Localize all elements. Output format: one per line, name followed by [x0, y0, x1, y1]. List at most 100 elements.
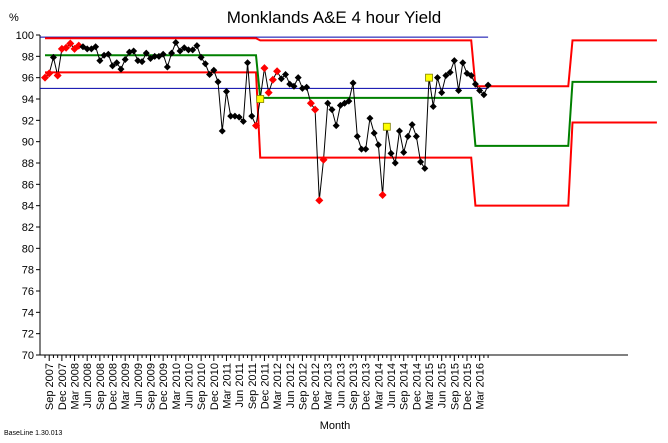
data-point	[104, 50, 112, 58]
data-point	[387, 149, 395, 157]
series-line	[44, 41, 489, 201]
x-tick-label: Mar 2009	[120, 363, 132, 409]
y-tick-label: 92	[22, 115, 34, 127]
x-tick-label: Mar 2011	[221, 363, 233, 409]
special-cause-point	[319, 155, 328, 164]
y-tick-label: 84	[22, 201, 34, 213]
special-cause-point	[306, 99, 315, 108]
data-point	[400, 148, 408, 156]
data-point	[353, 132, 361, 140]
data-point	[349, 79, 357, 87]
x-tick-label: Dec 2010	[209, 363, 221, 410]
x-tick-label: Sep 2008	[95, 363, 107, 410]
data-point	[450, 57, 458, 65]
version-footer: BaseLine 1.30.013	[4, 430, 63, 437]
data-point	[235, 113, 243, 121]
data-point	[117, 65, 125, 73]
data-point	[362, 145, 370, 153]
x-tick-label: Sep 2010	[196, 363, 208, 410]
x-tick-label: Mar 2013	[323, 363, 335, 409]
data-point	[467, 72, 475, 80]
y-tick-label: 90	[22, 137, 34, 149]
data-point	[417, 158, 425, 166]
y-axis-label: %	[9, 12, 19, 24]
data-point	[366, 114, 374, 122]
data-point	[151, 52, 159, 60]
special-cause-point	[378, 191, 387, 199]
chart-title: Monklands A&E 4 hour Yield	[226, 8, 442, 27]
special-cause-point	[260, 64, 269, 73]
x-tick-label: Dec 2014	[411, 363, 423, 410]
x-tick-label: Sep 2009	[146, 363, 158, 410]
data-point	[438, 89, 446, 97]
data-point	[294, 74, 302, 82]
x-tick-label: Sep 2007	[44, 363, 56, 410]
data-point	[49, 53, 57, 61]
data-point	[459, 59, 467, 67]
x-tick-label: Jun 2008	[82, 363, 94, 408]
special-cause-point	[62, 43, 71, 52]
data-point	[176, 47, 184, 55]
data-point	[248, 112, 256, 120]
y-tick-label: 76	[22, 286, 34, 298]
special-cause-point	[273, 67, 282, 76]
phase-change-point	[382, 122, 391, 131]
data-point	[121, 56, 129, 64]
y-tick-label: 74	[22, 307, 34, 319]
special-cause-point	[41, 73, 49, 82]
x-tick-label: Dec 2012	[310, 363, 322, 410]
data-point	[446, 68, 454, 76]
y-tick-label: 86	[22, 179, 34, 191]
data-point	[358, 145, 365, 153]
data-point	[471, 80, 479, 88]
data-point	[282, 70, 290, 78]
data-point	[193, 42, 201, 50]
x-tick-label: Sep 2014	[399, 363, 411, 410]
y-tick-label: 94	[22, 94, 34, 106]
x-tick-label: Dec 2013	[361, 363, 373, 410]
data-point	[184, 46, 192, 54]
data-point	[214, 78, 222, 86]
data-point	[142, 49, 150, 57]
data-point	[227, 112, 235, 120]
data-point	[303, 83, 311, 91]
data-point	[206, 70, 214, 78]
data-point	[244, 59, 252, 67]
x-tick-label: Jun 2009	[133, 363, 145, 408]
data-point	[239, 117, 247, 125]
data-point	[201, 60, 209, 68]
y-tick-label: 70	[22, 350, 34, 362]
data-point	[395, 127, 403, 135]
x-axis-label: Month	[319, 420, 351, 432]
data-point	[484, 81, 492, 89]
data-point	[197, 53, 205, 61]
data-point	[480, 91, 488, 99]
data-point	[370, 129, 378, 137]
x-tick-label: Jun 2010	[183, 363, 195, 408]
data-point	[83, 45, 91, 53]
data-point	[189, 46, 197, 54]
x-tick-label: Sep 2015	[449, 363, 461, 410]
center-line	[45, 54, 657, 147]
special-cause-point	[264, 88, 273, 97]
x-tick-label: Dec 2007	[57, 363, 69, 410]
x-tick-label: Dec 2011	[259, 363, 271, 409]
y-tick-label: 72	[22, 329, 34, 341]
data-point	[113, 59, 121, 67]
y-tick-label: 96	[22, 73, 34, 85]
y-tick-label: 100	[16, 30, 34, 42]
data-point	[290, 82, 298, 90]
data-point	[324, 99, 332, 107]
data-point	[163, 63, 171, 71]
data-point	[345, 97, 353, 105]
data-point	[408, 121, 416, 129]
y-tick-label: 82	[22, 222, 34, 234]
x-tick-label: Jun 2011	[234, 363, 246, 407]
data-point	[332, 122, 340, 130]
data-point	[455, 86, 463, 94]
special-cause-point	[252, 121, 260, 130]
y-tick-label: 78	[22, 265, 34, 277]
lower-control-limit	[45, 71, 657, 207]
x-tick-label: Mar 2016	[475, 363, 487, 409]
x-tick-label: Jun 2013	[335, 363, 347, 408]
